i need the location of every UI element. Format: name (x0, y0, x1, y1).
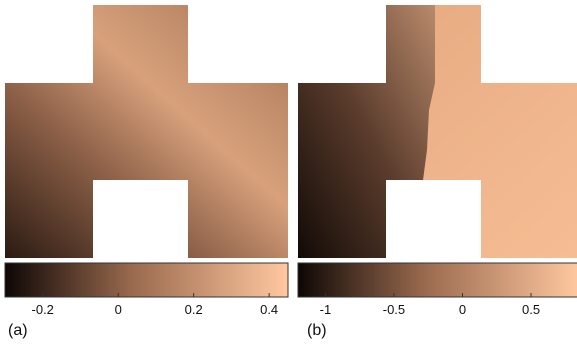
panel-b-label: (b) (307, 322, 327, 339)
colorbar-tick-label: 0 (115, 302, 122, 317)
panel-a: -0.2 0 0.2 0.4 (a) (4, 5, 289, 339)
panel-a-colorbar-ticks: -0.2 0 0.2 0.4 (32, 293, 278, 317)
colorbar-tick-label: 0.4 (260, 302, 278, 317)
panel-b-field-dark-region (298, 5, 435, 258)
panel-b-colorbar-ticks: -1 -0.5 0 0.5 (320, 293, 540, 317)
colorbar-tick-label: -0.5 (383, 302, 405, 317)
panel-a-field (5, 5, 288, 258)
panel-b-colorbar (297, 262, 577, 298)
colorbar-tick-label: 0 (459, 302, 466, 317)
colorbar-tick-label: 0.2 (185, 302, 203, 317)
panel-b-figure: -1 -0.5 0 0.5 (297, 5, 577, 317)
panel-b: -1 -0.5 0 0.5 (b) (295, 0, 577, 351)
panel-a-colorbar (4, 262, 289, 298)
colorbar-tick-label: -1 (320, 302, 332, 317)
colorbar-tick-label: -0.2 (32, 302, 54, 317)
colorbar-tick-label: 0.5 (522, 302, 540, 317)
panel-a-label: (a) (8, 322, 28, 339)
panel-a-figure: -0.2 0 0.2 0.4 (4, 5, 289, 317)
